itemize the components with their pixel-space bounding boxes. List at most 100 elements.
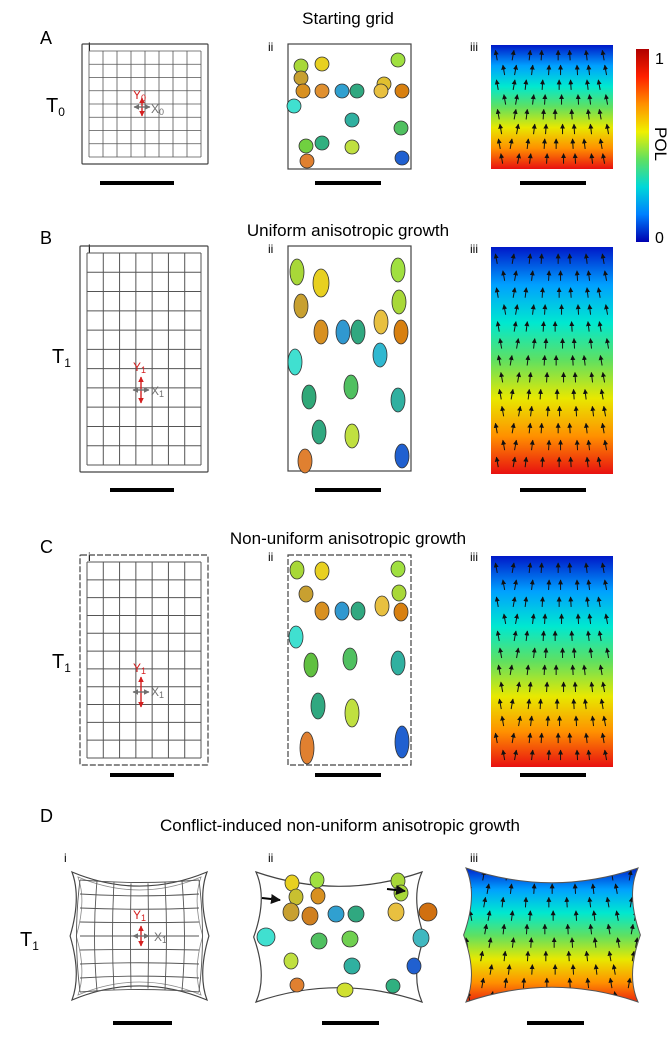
polarity-arrow <box>593 964 599 975</box>
polarity-arrow <box>573 715 579 727</box>
cell <box>284 874 300 892</box>
panel-b-letter: B <box>40 228 52 248</box>
cell <box>289 560 305 580</box>
cell <box>393 884 409 902</box>
panel-d-cells <box>253 870 438 1004</box>
cell <box>344 698 360 728</box>
polarity-arrow <box>574 749 580 761</box>
cell <box>327 905 345 923</box>
polarity-arrow <box>606 923 612 935</box>
cell <box>344 423 360 449</box>
polarity-arrow <box>571 338 577 349</box>
polarity-arrow <box>523 896 529 908</box>
polarity-arrow <box>542 304 548 315</box>
polarity-arrow <box>569 630 575 642</box>
cell <box>298 585 314 603</box>
pointer-arrow <box>261 894 281 904</box>
polarity-arrow <box>501 923 507 935</box>
polarity-arrow <box>567 732 573 744</box>
polarity-arrow <box>569 321 575 332</box>
polarity-arrow <box>495 630 501 642</box>
polarity-arrow <box>543 123 549 135</box>
polarity-arrow <box>600 49 606 61</box>
panel-a-cells <box>286 43 412 170</box>
tissue-outline <box>79 554 209 766</box>
cell <box>334 601 350 621</box>
panel-c-title: Non-uniform anisotropic growth <box>230 529 466 548</box>
cell <box>334 83 350 99</box>
polarity-arrow <box>596 456 602 468</box>
cell <box>343 957 361 975</box>
polarity-arrow <box>590 405 596 417</box>
cell <box>394 83 410 99</box>
polarity-arrow <box>594 991 600 1002</box>
panel-b-time-label: T1 <box>52 346 71 370</box>
polarity-arrow <box>510 253 516 264</box>
polarity-arrow <box>568 79 574 90</box>
polarity-arrow <box>586 869 592 881</box>
polarity-arrows <box>493 253 611 468</box>
cell <box>314 601 330 621</box>
cell <box>341 930 359 948</box>
cell <box>289 258 305 286</box>
polarity-arrow <box>601 153 607 164</box>
polarity-arrow <box>510 49 516 61</box>
tissue-outline <box>81 43 209 165</box>
cell <box>336 982 354 998</box>
panel-c-cells <box>287 554 412 766</box>
polarity-arrow <box>588 123 594 135</box>
polarity-arrow <box>460 870 462 880</box>
polarity-arrow <box>571 388 577 400</box>
polarity-arrow <box>510 732 516 744</box>
polarity-arrow <box>524 923 530 935</box>
polarity-arrow <box>546 270 552 281</box>
polarity-arrow <box>568 456 574 468</box>
panel-d-x-label: X1 <box>154 930 167 945</box>
polarity-arrow <box>499 153 505 164</box>
polarity-arrow <box>501 64 507 76</box>
polarity-arrow <box>509 910 515 921</box>
panel-d-time-label: T1 <box>20 929 39 953</box>
polarity-arrow <box>493 422 499 434</box>
polarity-arrow <box>527 732 533 744</box>
cell <box>298 138 314 154</box>
polarity-arrow <box>493 562 499 573</box>
panel-c-sub-i: i <box>88 550 91 564</box>
cell <box>288 888 304 906</box>
polarity-arrow <box>539 79 545 90</box>
polarity-arrow <box>525 664 531 676</box>
polarity-arrow <box>574 439 580 451</box>
polarity-arrow <box>588 647 594 659</box>
polarity-arrow <box>541 138 547 149</box>
polarity-arrow <box>495 108 501 120</box>
polarity-arrow <box>545 405 551 417</box>
cell <box>390 560 406 578</box>
polarity-gradient <box>491 45 613 169</box>
grid-line <box>79 989 200 993</box>
cell <box>309 871 325 889</box>
polarity-arrow <box>537 388 543 400</box>
polarity-arrow <box>517 715 523 727</box>
panel-b-x-label: X1 <box>151 384 164 399</box>
polarity-arrow <box>586 270 592 281</box>
polarity-arrow <box>463 923 465 935</box>
polarity-arrow <box>525 138 531 149</box>
polarity-arrow <box>582 698 588 710</box>
polarity-arrow <box>588 338 594 349</box>
polarity-arrow <box>572 371 578 383</box>
polarity-arrow <box>530 94 536 105</box>
tissue-inner-outline <box>75 876 204 996</box>
polarity-arrow <box>546 579 552 590</box>
polarity-arrow <box>508 138 514 149</box>
polarity-arrow <box>546 64 552 76</box>
polarity-arrow <box>586 749 592 761</box>
panel-c-y-label: Y1 <box>133 661 146 676</box>
polarity-arrow <box>521 977 527 989</box>
polarity-arrow <box>523 596 529 608</box>
polarity-arrow <box>524 630 530 642</box>
polarity-arrow <box>567 977 573 989</box>
polarity-arrow <box>515 338 521 349</box>
panel-c-polarity-field <box>491 556 613 767</box>
polarity-arrow <box>493 49 499 61</box>
polarity-arrow <box>628 896 634 908</box>
